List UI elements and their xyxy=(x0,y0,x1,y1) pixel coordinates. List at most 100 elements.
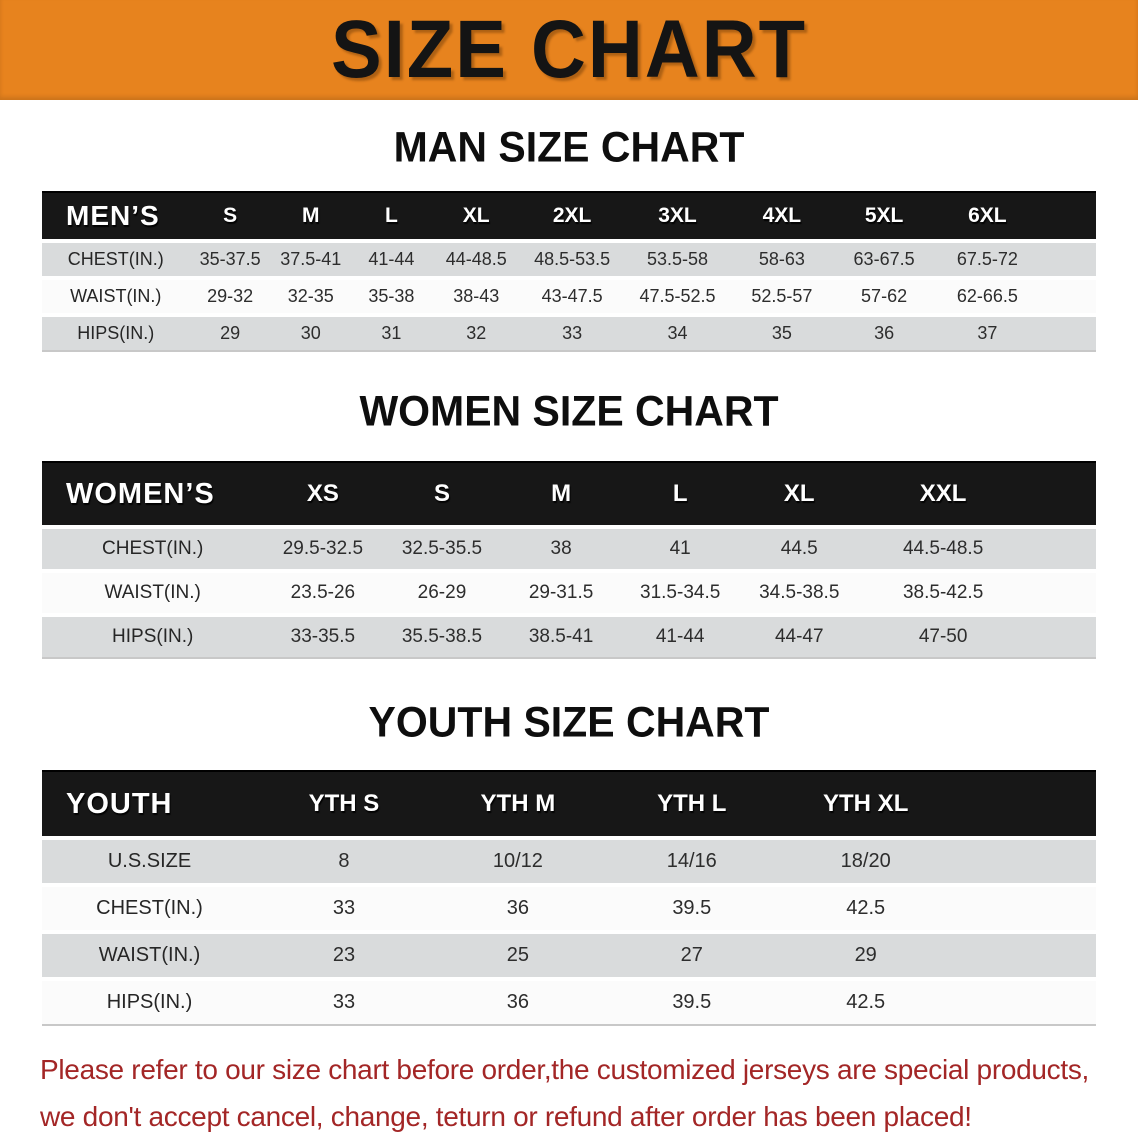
spacer-cell xyxy=(1027,461,1096,529)
table-row: U.S.SIZE 8 10/12 14/16 18/20 xyxy=(42,836,1096,886)
row-label: WAIST(IN.) xyxy=(42,930,258,980)
size-cell: 29 xyxy=(778,930,953,980)
size-cell: 37.5-41 xyxy=(270,239,351,279)
size-cell: 44-47 xyxy=(739,613,859,659)
size-cell: 36 xyxy=(430,883,605,933)
size-cell: 31.5-34.5 xyxy=(620,569,740,616)
size-cell: 43-47.5 xyxy=(520,276,624,316)
size-cell: 18/20 xyxy=(778,836,953,886)
spacer-cell xyxy=(1027,569,1096,616)
size-cell: 8 xyxy=(257,836,431,886)
row-label: CHEST(IN.) xyxy=(42,525,264,572)
spacer-cell xyxy=(952,977,1096,1026)
size-cell: 33 xyxy=(520,313,624,352)
size-cell: 33-35.5 xyxy=(263,613,383,659)
column-header: M xyxy=(501,461,621,529)
women-section-heading: WOMEN SIZE CHART xyxy=(359,386,779,436)
disclaimer-line-2: we don't accept cancel, change, teturn o… xyxy=(40,1101,972,1133)
spacer-cell xyxy=(952,836,1096,886)
size-cell: 37 xyxy=(935,313,1039,352)
table-row: HIPS(IN.) 33-35.5 35.5-38.5 38.5-41 41-4… xyxy=(42,613,1096,659)
spacer-cell xyxy=(952,883,1096,933)
row-label: CHEST(IN.) xyxy=(42,883,258,933)
size-cell: 31 xyxy=(350,313,432,352)
spacer-cell xyxy=(1039,276,1096,316)
youth-table-title: YOUTH xyxy=(42,770,258,840)
column-header: L xyxy=(350,191,432,243)
size-cell: 53.5-58 xyxy=(623,239,732,279)
size-cell: 10/12 xyxy=(430,836,605,886)
size-cell: 42.5 xyxy=(778,977,953,1026)
column-header: 6XL xyxy=(935,191,1039,243)
size-cell: 29-31.5 xyxy=(501,569,621,616)
spacer-cell xyxy=(1027,613,1096,659)
mens-size-table: MEN’S S M L XL 2XL 3XL 4XL 5XL 6XL CHEST… xyxy=(42,191,1096,353)
row-label: WAIST(IN.) xyxy=(42,569,264,616)
column-header: S xyxy=(382,461,502,529)
column-header: XL xyxy=(431,191,521,243)
row-label: U.S.SIZE xyxy=(42,836,258,886)
column-header: YTH L xyxy=(604,770,779,840)
table-row: CHEST(IN.) 35-37.5 37.5-41 41-44 44-48.5… xyxy=(42,239,1096,279)
spacer-cell xyxy=(1039,239,1096,279)
column-header: 5XL xyxy=(832,191,936,243)
size-cell: 34.5-38.5 xyxy=(739,569,859,616)
size-cell: 63-67.5 xyxy=(832,239,936,279)
column-header: M xyxy=(270,191,351,243)
size-cell: 14/16 xyxy=(604,836,779,886)
row-label: WAIST(IN.) xyxy=(42,276,190,316)
size-cell: 35.5-38.5 xyxy=(382,613,502,659)
size-cell: 33 xyxy=(257,883,431,933)
size-cell: 44-48.5 xyxy=(431,239,521,279)
table-row: HIPS(IN.) 33 36 39.5 42.5 xyxy=(42,977,1096,1026)
row-label: HIPS(IN.) xyxy=(42,613,264,659)
size-cell: 47.5-52.5 xyxy=(623,276,732,316)
column-header: 2XL xyxy=(520,191,624,243)
table-row: WAIST(IN.) 23 25 27 29 xyxy=(42,930,1096,980)
size-cell: 36 xyxy=(832,313,936,352)
table-row: CHEST(IN.) 29.5-32.5 32.5-35.5 38 41 44.… xyxy=(42,525,1096,572)
row-label: CHEST(IN.) xyxy=(42,239,190,279)
disclaimer-line-1: Please refer to our size chart before or… xyxy=(40,1054,1090,1086)
size-cell: 23 xyxy=(257,930,431,980)
youth-size-table: YOUTH YTH S YTH M YTH L YTH XL U.S.SIZE … xyxy=(42,770,1096,1027)
column-header: YTH M xyxy=(430,770,605,840)
size-cell: 38.5-41 xyxy=(501,613,621,659)
size-cell: 27 xyxy=(604,930,779,980)
size-cell: 39.5 xyxy=(604,883,779,933)
size-cell: 29 xyxy=(189,313,271,352)
row-label: HIPS(IN.) xyxy=(42,313,190,352)
spacer-cell xyxy=(952,770,1096,840)
spacer-cell xyxy=(952,930,1096,980)
disclaimer-note: Please refer to our size chart before or… xyxy=(40,1046,1100,1140)
mens-header-row: MEN’S S M L XL 2XL 3XL 4XL 5XL 6XL xyxy=(42,191,1096,243)
size-cell: 26-29 xyxy=(382,569,502,616)
size-cell: 36 xyxy=(430,977,605,1026)
size-cell: 52.5-57 xyxy=(731,276,833,316)
size-cell: 38-43 xyxy=(431,276,521,316)
size-cell: 38.5-42.5 xyxy=(858,569,1028,616)
size-chart-banner: SIZE CHART xyxy=(0,0,1138,100)
column-header: 4XL xyxy=(731,191,833,243)
womens-size-table: WOMEN’S XS S M L XL XXL CHEST(IN.) 29.5-… xyxy=(42,461,1096,660)
spacer-cell xyxy=(1039,313,1096,352)
youth-header-row: YOUTH YTH S YTH M YTH L YTH XL xyxy=(42,770,1096,840)
size-cell: 30 xyxy=(270,313,351,352)
column-header: S xyxy=(189,191,271,243)
man-section-heading: MAN SIZE CHART xyxy=(393,122,745,172)
size-cell: 44.5-48.5 xyxy=(858,525,1028,572)
column-header: XXL xyxy=(858,461,1028,529)
size-cell: 41-44 xyxy=(620,613,740,659)
spacer-cell xyxy=(1039,191,1096,243)
size-cell: 47-50 xyxy=(858,613,1028,659)
size-cell: 62-66.5 xyxy=(935,276,1039,316)
size-cell: 32 xyxy=(431,313,521,352)
table-row: CHEST(IN.) 33 36 39.5 42.5 xyxy=(42,883,1096,933)
size-cell: 33 xyxy=(257,977,431,1026)
size-cell: 35-38 xyxy=(350,276,432,316)
size-cell: 67.5-72 xyxy=(935,239,1039,279)
size-cell: 42.5 xyxy=(778,883,953,933)
column-header: 3XL xyxy=(623,191,732,243)
column-header: YTH S xyxy=(257,770,431,840)
row-label: HIPS(IN.) xyxy=(42,977,258,1026)
